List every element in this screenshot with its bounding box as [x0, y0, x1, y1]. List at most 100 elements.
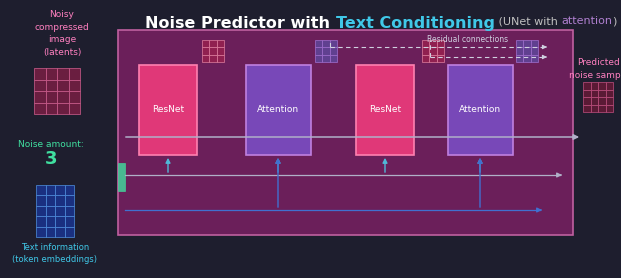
Bar — [315, 47, 322, 55]
Bar — [583, 97, 591, 105]
Text: attention: attention — [561, 16, 612, 26]
Text: Attention: Attention — [459, 105, 501, 115]
Bar — [65, 185, 74, 195]
Bar — [65, 216, 74, 227]
Bar — [531, 47, 538, 55]
Bar — [57, 80, 68, 91]
Bar — [583, 90, 591, 97]
Bar — [315, 40, 322, 47]
Bar — [34, 91, 45, 103]
Bar — [322, 55, 330, 62]
Text: ResNet: ResNet — [369, 105, 401, 115]
Bar — [65, 195, 74, 206]
Text: Noise Predictor with: Noise Predictor with — [145, 16, 335, 31]
Text: 3: 3 — [45, 150, 58, 168]
Bar — [598, 90, 605, 97]
Bar — [598, 105, 605, 112]
Bar — [217, 55, 224, 62]
Bar — [322, 40, 330, 47]
Bar — [330, 40, 337, 47]
Bar — [429, 47, 437, 55]
Bar — [209, 47, 217, 55]
Bar — [55, 195, 65, 206]
Bar — [118, 30, 573, 235]
Bar — [598, 82, 605, 90]
Bar — [605, 82, 613, 90]
Text: Noisy
compressed
image
(latents): Noisy compressed image (latents) — [35, 10, 89, 56]
Bar — [57, 103, 68, 114]
Bar — [45, 206, 55, 216]
Bar — [217, 40, 224, 47]
Bar — [45, 195, 55, 206]
Bar — [34, 103, 45, 114]
Bar — [330, 47, 337, 55]
Text: Text Conditioning: Text Conditioning — [335, 16, 494, 31]
Bar — [45, 91, 57, 103]
Bar — [202, 47, 209, 55]
Bar — [315, 55, 322, 62]
Bar — [202, 55, 209, 62]
Bar — [531, 40, 538, 47]
Bar — [524, 40, 531, 47]
Text: ): ) — [612, 16, 617, 26]
Text: Residual connections: Residual connections — [427, 35, 509, 44]
Bar — [55, 206, 65, 216]
Bar — [36, 216, 45, 227]
Text: ResNet: ResNet — [152, 105, 184, 115]
Bar — [118, 163, 125, 191]
Bar — [429, 40, 437, 47]
Bar — [68, 91, 80, 103]
Bar — [437, 55, 444, 62]
Bar — [605, 90, 613, 97]
Text: Noise amount:: Noise amount: — [18, 140, 84, 149]
Text: Predicted
noise sample: Predicted noise sample — [569, 58, 621, 80]
Bar — [55, 185, 65, 195]
Bar — [65, 206, 74, 216]
Bar — [583, 105, 591, 112]
Bar — [57, 91, 68, 103]
Bar — [45, 216, 55, 227]
Bar — [45, 103, 57, 114]
Bar — [516, 47, 524, 55]
Bar — [322, 47, 330, 55]
Bar — [36, 185, 45, 195]
Bar — [531, 55, 538, 62]
Bar — [598, 97, 605, 105]
Bar — [591, 82, 598, 90]
Bar — [68, 80, 80, 91]
Bar — [422, 40, 429, 47]
Bar — [57, 68, 68, 80]
Bar — [591, 105, 598, 112]
Bar — [245, 65, 310, 155]
Bar — [429, 55, 437, 62]
Bar — [34, 68, 45, 80]
Bar — [45, 185, 55, 195]
Bar — [202, 40, 209, 47]
Bar — [36, 227, 45, 237]
Bar — [422, 47, 429, 55]
Bar — [45, 68, 57, 80]
Bar — [34, 80, 45, 91]
Bar — [591, 90, 598, 97]
Bar — [209, 55, 217, 62]
Bar — [65, 227, 74, 237]
Text: Attention: Attention — [257, 105, 299, 115]
Bar — [516, 40, 524, 47]
Bar — [209, 40, 217, 47]
Bar — [583, 82, 591, 90]
Bar — [68, 68, 80, 80]
Bar — [55, 216, 65, 227]
Bar — [422, 55, 429, 62]
Bar — [591, 97, 598, 105]
Text: (UNet with: (UNet with — [494, 16, 561, 26]
Bar — [36, 195, 45, 206]
Bar — [139, 65, 197, 155]
Bar — [217, 47, 224, 55]
Bar — [45, 80, 57, 91]
Bar — [605, 97, 613, 105]
Bar — [437, 47, 444, 55]
Bar — [356, 65, 414, 155]
Bar — [448, 65, 512, 155]
Bar — [45, 227, 55, 237]
Bar — [68, 103, 80, 114]
